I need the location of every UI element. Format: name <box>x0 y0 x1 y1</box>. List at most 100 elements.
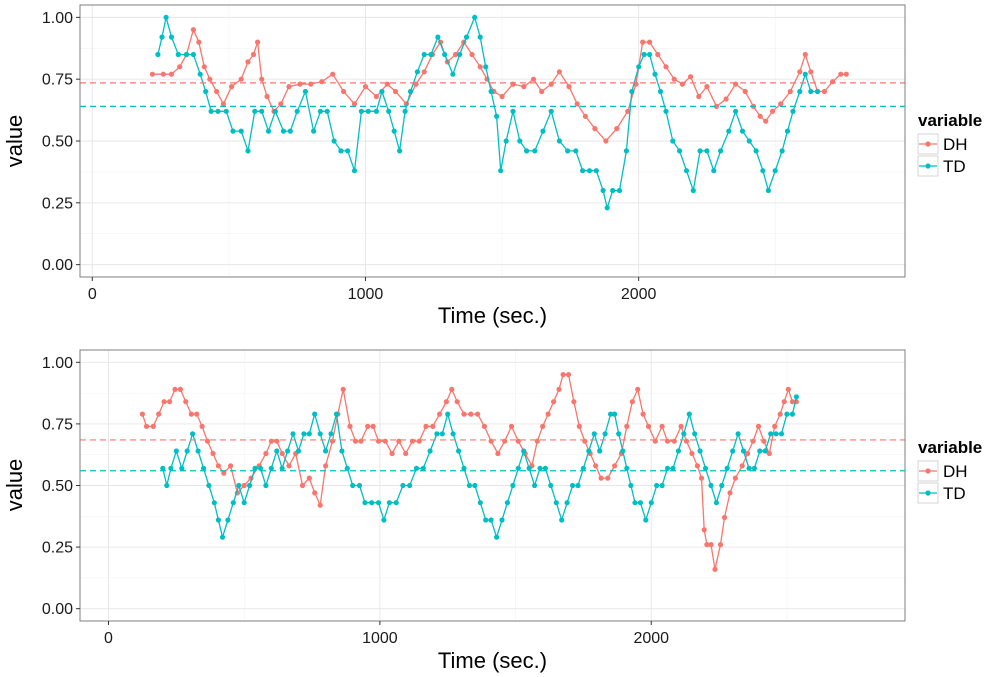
data-point-td <box>365 108 371 114</box>
data-point-td <box>421 51 427 58</box>
data-point-dh <box>196 39 202 45</box>
data-point-td <box>238 128 244 134</box>
data-point-td <box>450 71 456 77</box>
data-point-td <box>548 482 554 489</box>
data-point-td <box>294 108 300 114</box>
data-point-dh <box>469 51 475 58</box>
data-point-dh <box>437 411 443 417</box>
data-point-td <box>724 465 730 471</box>
data-point-td <box>230 128 236 134</box>
data-point-dh <box>340 386 346 392</box>
data-point-td <box>375 500 382 506</box>
data-point-td <box>612 411 618 417</box>
data-point-td <box>164 482 170 489</box>
data-point-td <box>494 113 500 119</box>
data-point-td <box>488 517 494 523</box>
data-point-dh <box>245 59 251 65</box>
series-line-td <box>162 396 798 540</box>
data-point-dh <box>574 101 580 107</box>
data-point-dh <box>766 450 772 457</box>
data-point-dh <box>565 372 572 378</box>
y-tick-label: 0.50 <box>42 478 73 495</box>
data-point-dh <box>789 399 796 405</box>
data-point-dh <box>659 423 665 429</box>
data-point-dh <box>772 423 778 429</box>
data-point-dh <box>279 450 285 457</box>
data-point-dh <box>177 64 183 70</box>
data-point-td <box>702 465 709 471</box>
data-point-td <box>236 482 242 489</box>
data-point-dh <box>139 411 145 417</box>
data-point-td <box>206 482 212 489</box>
data-point-dh <box>671 76 677 82</box>
data-point-td <box>740 448 747 454</box>
data-point-td <box>718 148 724 154</box>
y-tick-label: 0.00 <box>42 601 73 618</box>
data-point-td <box>331 138 337 144</box>
data-point-dh <box>664 438 671 444</box>
chart-panel-1: 0.00 0.25 0.50 0.75 1.00 0 1000 2000 Time (sec.)… <box>2 4 982 328</box>
data-point-td <box>548 108 554 114</box>
data-point-dh <box>556 69 563 75</box>
data-point-td <box>197 71 203 77</box>
data-point-td <box>636 64 642 70</box>
data-point-td <box>733 108 739 114</box>
data-point-td <box>241 500 247 506</box>
data-point-dh <box>199 423 205 429</box>
data-point-dh <box>207 76 213 82</box>
data-point-td <box>760 168 766 174</box>
legend-title: variable <box>918 111 982 130</box>
data-point-dh <box>453 51 459 58</box>
x-tick-label: 0 <box>104 630 113 647</box>
data-point-dh <box>732 475 739 481</box>
data-point-dh <box>149 71 155 77</box>
data-point-td <box>263 482 269 489</box>
data-point-dh <box>214 88 220 95</box>
data-point-td <box>686 411 692 417</box>
data-point-dh <box>323 463 329 469</box>
data-point-dh <box>172 386 178 392</box>
data-point-td <box>746 138 752 144</box>
data-point-td <box>643 517 649 523</box>
data-point-dh <box>454 399 460 405</box>
data-point-td <box>457 51 463 58</box>
data-point-dh <box>769 108 776 114</box>
data-point-dh <box>330 71 336 77</box>
data-point-dh <box>781 399 787 405</box>
data-point-td <box>778 431 785 437</box>
data-point-td <box>369 500 375 506</box>
legend: variable DH TD <box>917 438 982 504</box>
data-point-dh <box>495 450 501 457</box>
data-point-dh <box>375 438 382 444</box>
x-tick-label: 0 <box>88 286 97 303</box>
data-point-td <box>252 465 258 471</box>
data-point-td <box>697 148 703 154</box>
data-point-td <box>654 482 660 489</box>
data-point-dh <box>605 475 611 481</box>
data-point-td <box>510 482 516 489</box>
data-point-dh <box>384 81 390 87</box>
data-point-dh <box>785 386 791 392</box>
data-point-dh <box>286 84 292 90</box>
data-point-td <box>517 138 523 144</box>
data-point-dh <box>156 411 162 417</box>
data-point-dh <box>688 74 694 80</box>
data-point-td <box>692 431 698 437</box>
y-tick-label: 0.00 <box>42 257 73 274</box>
data-point-td <box>211 500 217 506</box>
data-point-td <box>379 88 385 95</box>
data-point-dh <box>704 542 710 548</box>
data-point-dh <box>220 101 226 107</box>
data-point-dh <box>629 399 635 405</box>
data-point-td <box>515 465 521 471</box>
y-tick-label: 1.00 <box>42 10 73 27</box>
data-point-td <box>753 148 759 154</box>
data-point-dh <box>721 514 728 521</box>
data-point-td <box>762 448 768 454</box>
data-point-td <box>183 51 190 58</box>
x-axis-title: Time (sec.) <box>438 648 547 673</box>
data-point-dh <box>830 79 836 85</box>
data-point-dh <box>286 463 292 469</box>
data-point-td <box>564 500 570 506</box>
data-point-dh <box>592 126 598 132</box>
